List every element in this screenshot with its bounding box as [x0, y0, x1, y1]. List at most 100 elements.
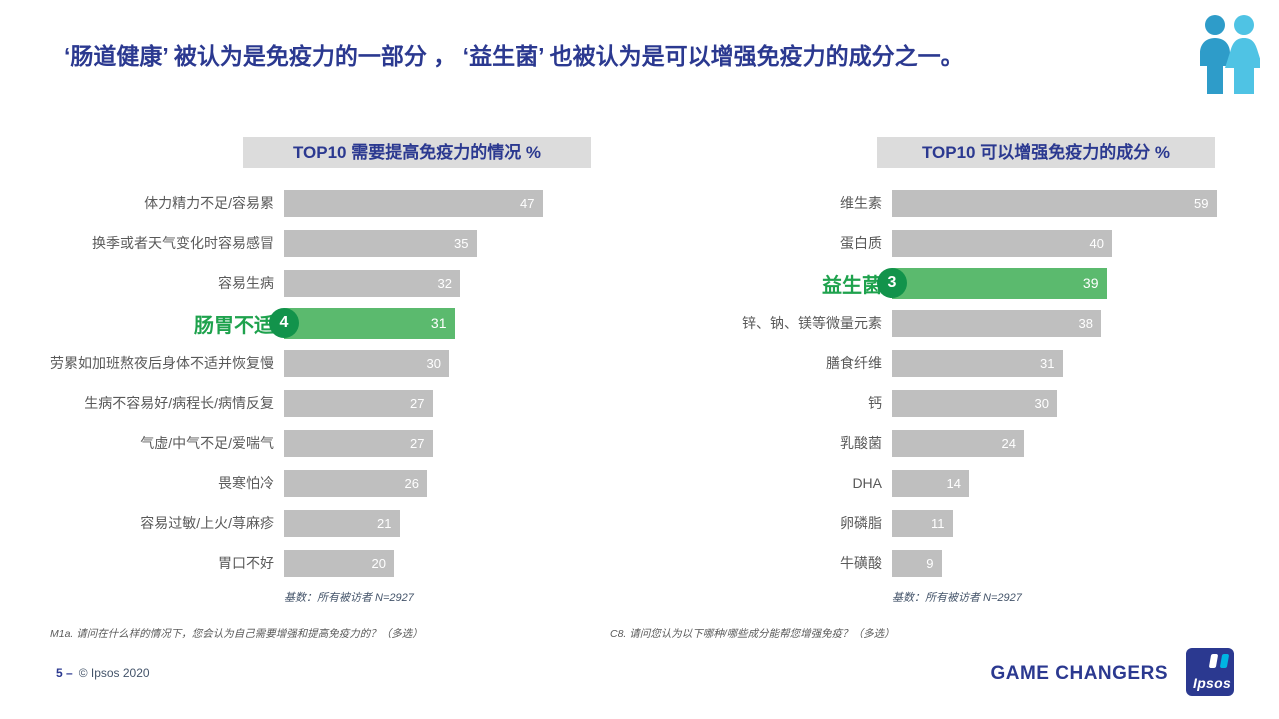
- bar-row: 益生菌 39 3: [648, 263, 1248, 303]
- bar: 27: [284, 389, 433, 417]
- bar-label: 生病不容易好/病程长/病情反复: [84, 395, 274, 411]
- chart-left-base-note: 基数：所有被访者 N=2927: [284, 592, 414, 604]
- tagline: GAME CHANGERS: [990, 663, 1168, 684]
- bar-track: 20: [284, 543, 640, 583]
- bar-row: 胃口不好 20: [40, 543, 640, 583]
- bar: 47: [284, 189, 543, 217]
- bar-label: 体力精力不足/容易累: [144, 195, 274, 211]
- logo-text: Ipsos: [1193, 675, 1232, 691]
- bar-row: 畏寒怕冷 26: [40, 463, 640, 503]
- page-number-label: 5 –: [56, 666, 73, 680]
- bar-value: 27: [410, 435, 425, 451]
- bar-label: DHA: [852, 475, 882, 491]
- bar-track: 31 4: [269, 303, 640, 343]
- bar-value: 31: [1040, 355, 1055, 371]
- bar-track: 26: [284, 463, 640, 503]
- chart-left-rows: 体力精力不足/容易累 47 换季或者天气变化时容易感冒 35 容易生病 32 肠胃不适 31 4…: [40, 183, 640, 583]
- bar-value: 39: [1082, 275, 1099, 291]
- footnote-right: C8. 请问您认为以下哪种/哪些成分能帮您增强免疫？（多选）: [610, 628, 895, 640]
- footnote-left: M1a. 请问在什么样的情况下，您会认为自己需要增强和提高免疫力的？（多选）: [50, 628, 423, 640]
- logo-quote-white: [1208, 654, 1219, 668]
- bar-value: 31: [430, 315, 447, 331]
- bar-label: 畏寒怕冷: [218, 475, 274, 491]
- bar-label: 维生素: [840, 195, 882, 211]
- bar-row: 锌、钠、镁等微量元素 38: [648, 303, 1248, 343]
- bar-label: 卵磷脂: [840, 515, 882, 531]
- bar-label: 钙: [868, 395, 882, 411]
- copyright: © Ipsos 2020: [78, 666, 150, 680]
- highlight-bar-label: 肠胃不适: [194, 314, 274, 337]
- bar-value: 14: [946, 475, 961, 491]
- bar: 26: [284, 469, 427, 497]
- bar-track: 11: [892, 503, 1248, 543]
- bar: 32: [284, 269, 460, 297]
- bar-value: 59: [1194, 195, 1209, 211]
- highlight-bar: 31 4: [269, 307, 455, 339]
- bar-label: 换季或者天气变化时容易感冒: [92, 235, 274, 251]
- bar-row: 换季或者天气变化时容易感冒 35: [40, 223, 640, 263]
- bar-value: 24: [1001, 435, 1016, 451]
- bar-value: 11: [931, 515, 945, 531]
- bar-track: 27: [284, 383, 640, 423]
- bar: 40: [892, 229, 1112, 257]
- bar-row: 容易过敏/上火/荨麻疹 21: [40, 503, 640, 543]
- bar-value: 9: [926, 555, 934, 571]
- bar-row: 肠胃不适 31 4: [40, 303, 640, 343]
- bar: 31: [892, 349, 1063, 377]
- bar-track: 39 3: [877, 263, 1248, 303]
- bar: 21: [284, 509, 400, 537]
- bar-track: 30: [892, 383, 1248, 423]
- bar-row: 维生素 59: [648, 183, 1248, 223]
- bar-label: 乳酸菌: [840, 435, 882, 451]
- rank-badge: 3: [877, 268, 907, 298]
- bar-row: DHA 14: [648, 463, 1248, 503]
- bar: 9: [892, 549, 942, 577]
- bar-track: 27: [284, 423, 640, 463]
- bar-row: 牛磺酸 9: [648, 543, 1248, 583]
- chart-right-rows: 维生素 59 蛋白质 40 益生菌 39 3 锌、钠、镁等微量元素 38 膳食纤维 31 钙 30 乳酸菌…: [648, 183, 1248, 583]
- bar-value: 27: [410, 395, 425, 411]
- ipsos-logo: Ipsos: [1186, 648, 1234, 696]
- bar-track: 47: [284, 183, 640, 223]
- bar: 14: [892, 469, 969, 497]
- bar-track: 21: [284, 503, 640, 543]
- bar-value: 20: [371, 555, 386, 571]
- bar-label: 胃口不好: [218, 555, 274, 571]
- bar-value: 47: [520, 195, 535, 211]
- bar-value: 21: [377, 515, 392, 531]
- bar-row: 劳累如加班熬夜后身体不适并恢复慢 30: [40, 343, 640, 383]
- highlight-bar: 39 3: [877, 267, 1107, 299]
- chart-left: TOP10 需要提高免疫力的情况 % 体力精力不足/容易累 47 换季或者天气变化时…: [40, 137, 640, 605]
- bar-row: 蛋白质 40: [648, 223, 1248, 263]
- logo-quote-teal: [1219, 654, 1230, 668]
- bar-row: 卵磷脂 11: [648, 503, 1248, 543]
- bar: 30: [892, 389, 1057, 417]
- bar-track: 32: [284, 263, 640, 303]
- bar: 20: [284, 549, 394, 577]
- bar-label: 容易生病: [218, 275, 274, 291]
- chart-right: TOP10 可以增强免疫力的成分 % 维生素 59 蛋白质 40 益生菌 39 3 锌、钠、镁…: [648, 137, 1248, 605]
- bar-track: 31: [892, 343, 1248, 383]
- bar: 59: [892, 189, 1217, 217]
- bar-label: 蛋白质: [840, 235, 882, 251]
- chart-left-header: TOP10 需要提高免疫力的情况 %: [243, 137, 591, 168]
- bar-track: 38: [892, 303, 1248, 343]
- bar: 30: [284, 349, 449, 377]
- bar-row: 容易生病 32: [40, 263, 640, 303]
- bar-row: 气虚/中气不足/爱喘气 27: [40, 423, 640, 463]
- bar-track: 30: [284, 343, 640, 383]
- bar-value: 26: [404, 475, 419, 491]
- two-people-icon: [1198, 14, 1263, 101]
- bar-track: 14: [892, 463, 1248, 503]
- bar: 35: [284, 229, 477, 257]
- rank-badge: 4: [269, 308, 299, 338]
- page-number: 5 – © Ipsos 2020: [56, 666, 150, 680]
- bar-track: 35: [284, 223, 640, 263]
- chart-right-base-note: 基数：所有被访者 N=2927: [892, 592, 1022, 604]
- bar-label: 容易过敏/上火/荨麻疹: [140, 515, 274, 531]
- bar-row: 生病不容易好/病程长/病情反复 27: [40, 383, 640, 423]
- bar-value: 40: [1089, 235, 1104, 251]
- chart-right-header: TOP10 可以增强免疫力的成分 %: [877, 137, 1215, 168]
- bar-track: 59: [892, 183, 1248, 223]
